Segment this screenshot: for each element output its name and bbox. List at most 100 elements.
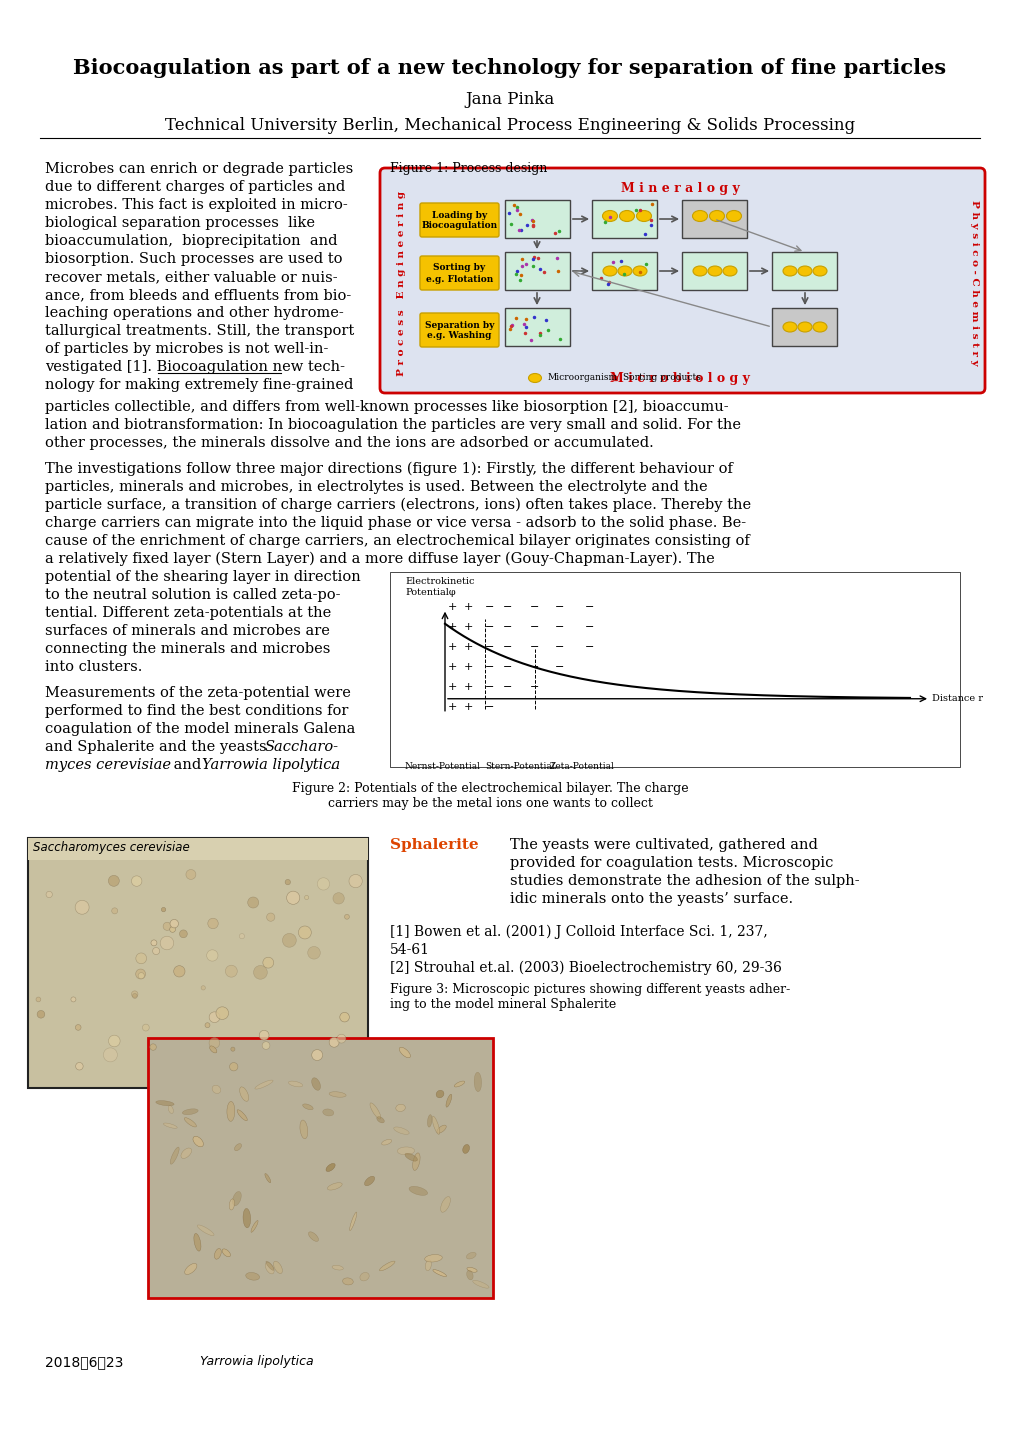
Ellipse shape — [209, 1012, 220, 1023]
Text: vestigated [1]. Biocoagulation new tech-: vestigated [1]. Biocoagulation new tech- — [45, 359, 344, 374]
Ellipse shape — [111, 908, 117, 913]
Ellipse shape — [163, 1123, 177, 1128]
Text: and: and — [169, 758, 206, 772]
Text: idic minerals onto the yeasts’ surface.: idic minerals onto the yeasts’ surface. — [510, 892, 793, 906]
Ellipse shape — [197, 1225, 214, 1235]
FancyBboxPatch shape — [420, 313, 498, 346]
Ellipse shape — [303, 1104, 313, 1110]
Text: [2] Strouhal et.al. (2003) Bioelectrochemistry 60, 29-36: [2] Strouhal et.al. (2003) Bioelectroche… — [389, 961, 782, 975]
Text: particles collectible, and differs from well-known processes like biosorption [2: particles collectible, and differs from … — [45, 400, 728, 414]
Ellipse shape — [445, 1094, 451, 1107]
Bar — [682, 253, 746, 290]
Ellipse shape — [212, 1085, 220, 1094]
Ellipse shape — [364, 1176, 374, 1186]
Ellipse shape — [222, 1248, 230, 1257]
Ellipse shape — [425, 1260, 431, 1271]
Text: tallurgical treatments. Still, the transport: tallurgical treatments. Still, the trans… — [45, 325, 354, 338]
Text: −: − — [485, 701, 494, 711]
Text: 2018／6／23: 2018／6／23 — [45, 1355, 123, 1369]
Ellipse shape — [246, 1273, 260, 1280]
Ellipse shape — [168, 1105, 173, 1114]
Text: −: − — [554, 662, 565, 672]
Ellipse shape — [379, 1261, 394, 1271]
Ellipse shape — [108, 876, 119, 886]
Ellipse shape — [236, 1110, 247, 1121]
Ellipse shape — [327, 1183, 341, 1190]
Text: 54-61: 54-61 — [389, 942, 430, 957]
Text: tential. Different zeta-potentials at the: tential. Different zeta-potentials at th… — [45, 606, 331, 620]
Ellipse shape — [370, 1102, 380, 1118]
Text: −: − — [585, 602, 594, 612]
Ellipse shape — [161, 908, 165, 912]
Text: .: . — [330, 758, 334, 772]
Ellipse shape — [184, 1264, 197, 1274]
Text: P r o c e s s   E n g i n e e r i n g: P r o c e s s E n g i n e e r i n g — [397, 190, 407, 375]
Ellipse shape — [618, 266, 632, 276]
Bar — [28, 838, 368, 860]
Text: cause of the enrichment of charge carriers, an electrochemical bilayer originate: cause of the enrichment of charge carrie… — [45, 534, 749, 548]
Text: into clusters.: into clusters. — [45, 659, 143, 674]
Ellipse shape — [225, 965, 237, 977]
Ellipse shape — [633, 266, 646, 276]
Ellipse shape — [783, 266, 796, 276]
Text: M i c r o b i o l o g y: M i c r o b i o l o g y — [609, 372, 749, 385]
Text: recover metals, either valuable or nuis-: recover metals, either valuable or nuis- — [45, 270, 337, 284]
Ellipse shape — [350, 1212, 357, 1231]
Text: [1] Bowen et al. (2001) J Colloid Interface Sci. 1, 237,: [1] Bowen et al. (2001) J Colloid Interf… — [389, 925, 767, 939]
Text: Microorganism: Microorganism — [547, 374, 618, 382]
Ellipse shape — [474, 1072, 481, 1092]
Ellipse shape — [436, 1091, 443, 1098]
Text: particles, minerals and microbes, in electrolytes is used. Between the electroly: particles, minerals and microbes, in ele… — [45, 481, 707, 494]
Text: leaching operations and other hydrome-: leaching operations and other hydrome- — [45, 306, 343, 320]
Ellipse shape — [376, 1117, 384, 1123]
Text: microbes. This fact is exploited in micro-: microbes. This fact is exploited in micr… — [45, 198, 347, 212]
Ellipse shape — [180, 1149, 192, 1159]
Ellipse shape — [156, 1101, 174, 1105]
Ellipse shape — [143, 1025, 149, 1030]
Ellipse shape — [322, 1108, 333, 1115]
Ellipse shape — [243, 1208, 251, 1228]
Ellipse shape — [797, 322, 811, 332]
Ellipse shape — [265, 1173, 270, 1183]
Text: −: − — [502, 662, 513, 672]
Bar — [504, 307, 570, 346]
Text: Yarrowia lipolytica: Yarrowia lipolytica — [200, 1355, 313, 1368]
Bar — [591, 253, 656, 290]
Bar — [771, 253, 837, 290]
Ellipse shape — [722, 266, 737, 276]
Text: +: + — [463, 683, 472, 693]
Ellipse shape — [163, 922, 171, 931]
Ellipse shape — [229, 1062, 237, 1071]
Text: −: − — [530, 602, 539, 612]
Ellipse shape — [36, 997, 41, 1001]
Text: myces cerevisiae: myces cerevisiae — [45, 758, 171, 772]
Text: Saccharomyces cerevisiae: Saccharomyces cerevisiae — [33, 841, 190, 854]
Text: Measurements of the zeta-potential were: Measurements of the zeta-potential were — [45, 685, 351, 700]
Text: surfaces of minerals and microbes are: surfaces of minerals and microbes are — [45, 623, 329, 638]
Text: Separation by: Separation by — [424, 320, 493, 329]
Ellipse shape — [239, 934, 245, 939]
Text: Figure 1: Process design: Figure 1: Process design — [389, 162, 547, 175]
Text: Figure 2: Potentials of the electrochemical bilayer. The charge
carriers may be : Figure 2: Potentials of the electrochemi… — [291, 782, 688, 810]
Ellipse shape — [285, 879, 290, 885]
Bar — [148, 1038, 492, 1299]
Ellipse shape — [797, 266, 811, 276]
Ellipse shape — [312, 1078, 320, 1091]
Text: Jana Pinka: Jana Pinka — [465, 91, 554, 108]
Text: Technical University Berlin, Mechanical Process Engineering & Solids Processing: Technical University Berlin, Mechanical … — [165, 117, 854, 134]
Text: biological separation processes  like: biological separation processes like — [45, 216, 315, 229]
Ellipse shape — [234, 1144, 242, 1150]
Ellipse shape — [185, 870, 196, 879]
Ellipse shape — [273, 1261, 282, 1274]
Text: Potentialφ: Potentialφ — [405, 587, 455, 597]
Ellipse shape — [184, 1118, 197, 1127]
Text: P h y s i c o - C h e m i s t r y: P h y s i c o - C h e m i s t r y — [969, 201, 978, 367]
Text: −: − — [485, 622, 494, 632]
Ellipse shape — [182, 1108, 198, 1114]
Text: −: − — [502, 602, 513, 612]
Ellipse shape — [108, 1035, 120, 1046]
Ellipse shape — [726, 211, 741, 221]
Text: −: − — [554, 602, 565, 612]
Ellipse shape — [170, 919, 178, 928]
Ellipse shape — [259, 1030, 269, 1040]
